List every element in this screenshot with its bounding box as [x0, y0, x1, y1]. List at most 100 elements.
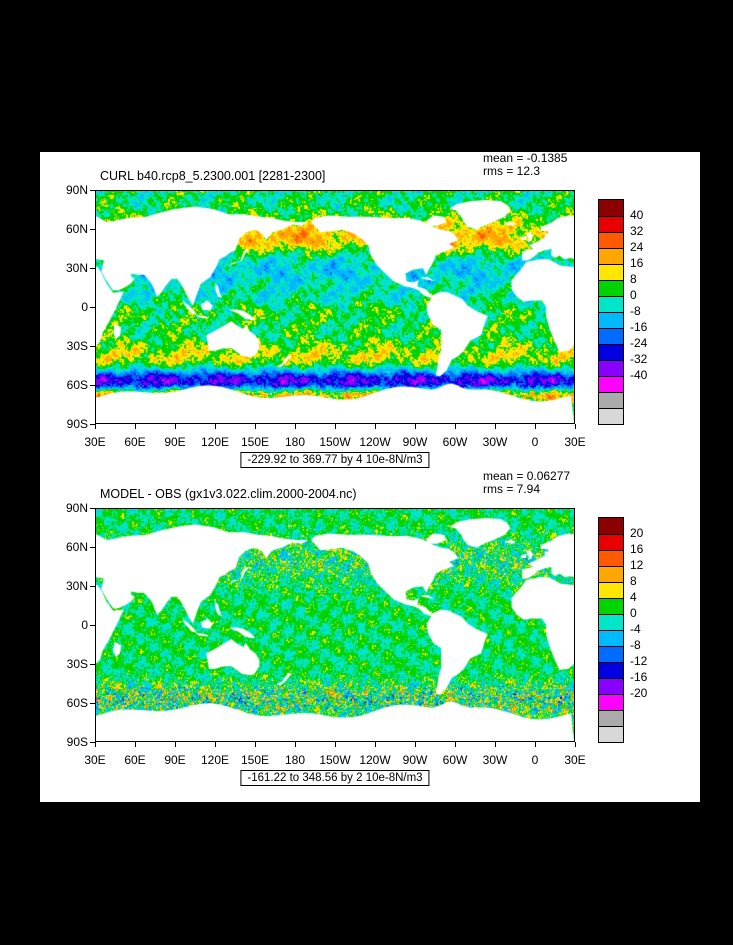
colorbar-tick-label: 8: [630, 574, 637, 588]
colorbar-tick-label: 24: [630, 240, 644, 254]
colorbar-tick-label: -16: [630, 320, 648, 334]
lon-tick-label: 150W: [319, 753, 351, 767]
lat-tick-label: 30N: [65, 579, 88, 593]
lon-tick-label: 120E: [200, 753, 230, 767]
colorbar-tick-label: -24: [630, 336, 648, 350]
colorbar-cell: [599, 248, 623, 264]
lat-tick-label: 60N: [65, 540, 88, 554]
lon-tick-label: 60W: [442, 753, 468, 767]
colorbar-tick-label: 12: [630, 558, 644, 572]
colorbar-cell: [599, 582, 623, 598]
stats-block: mean = -0.1385 rms = 12.3: [483, 152, 567, 178]
map-canvas: [96, 509, 574, 741]
colorbar-cell: [599, 598, 623, 614]
lon-tick: [375, 424, 376, 429]
lon-tick: [95, 742, 96, 747]
colorbar-cell: [599, 200, 623, 216]
lon-tick: [295, 742, 296, 747]
colorbar-cell: [599, 710, 623, 726]
lon-tick: [375, 742, 376, 747]
lon-tick: [415, 742, 416, 747]
lon-tick-label: 120W: [359, 435, 391, 449]
colorbar-tick-label: 20: [630, 526, 644, 540]
lon-tick: [575, 742, 576, 747]
lon-tick: [335, 742, 336, 747]
lon-tick-label: 30W: [482, 753, 508, 767]
lat-tick-label: 0: [81, 618, 88, 632]
rms-value: rms = 7.94: [483, 482, 541, 496]
colorbar-cell: [599, 344, 623, 360]
colorbar-cell: [599, 518, 623, 534]
colorbar-cell: [599, 360, 623, 376]
lon-tick-label: 60E: [124, 753, 146, 767]
colorbar-tick-label: -32: [630, 352, 648, 366]
lon-tick: [135, 742, 136, 747]
lon-tick-label: 150E: [240, 435, 270, 449]
colorbar-cell: [599, 662, 623, 678]
colorbar-cell: [599, 376, 623, 392]
plot-area: mean = -0.1385 rms = 12.3 CURL b40.rcp8_…: [40, 152, 700, 802]
lon-tick-label: 150E: [240, 753, 270, 767]
lon-tick: [335, 424, 336, 429]
lat-tick: [90, 424, 95, 425]
lat-tick-label: 60S: [66, 696, 88, 710]
lat-tick: [90, 742, 95, 743]
lat-tick-label: 30S: [66, 339, 88, 353]
lon-tick-label: 60E: [124, 435, 146, 449]
colorbar-cell: [599, 614, 623, 630]
colorbar-cell: [599, 280, 623, 296]
lon-tick: [495, 742, 496, 747]
lon-tick-label: 120E: [200, 435, 230, 449]
lon-tick-label: 30E: [84, 753, 106, 767]
colorbar-cell: [599, 726, 623, 742]
lat-tick-label: 30N: [65, 261, 88, 275]
lon-tick: [535, 424, 536, 429]
lon-tick-label: 120W: [359, 753, 391, 767]
colorbar-tick-label: 40: [630, 208, 644, 222]
colorbar-cell: [599, 646, 623, 662]
lat-tick-label: 90N: [65, 183, 88, 197]
map-frame: [95, 190, 575, 424]
lon-tick-label: 90W: [402, 435, 428, 449]
colorbar-tick-label: -8: [630, 304, 641, 318]
lon-tick-label: 0: [531, 435, 539, 449]
lon-tick-label: 150W: [319, 435, 351, 449]
colorbar-cell: [599, 566, 623, 582]
lon-tick-label: 180: [284, 435, 306, 449]
colorbar-tick-label: -16: [630, 670, 648, 684]
colorbar-tick-label: 0: [630, 288, 637, 302]
lon-tick-label: 90E: [164, 753, 186, 767]
lat-tick-label: 90S: [66, 735, 88, 749]
panel-model-minus-obs: mean = 0.06277 rms = 7.94 MODEL - OBS (g…: [40, 470, 700, 788]
colorbar-tick-label: 16: [630, 256, 644, 270]
lon-tick-label: 60W: [442, 435, 468, 449]
colorbar-cell: [599, 694, 623, 710]
lon-tick: [215, 424, 216, 429]
map-canvas: [96, 191, 574, 423]
lon-tick-label: 30W: [482, 435, 508, 449]
colorbar-tick-label: 32: [630, 224, 644, 238]
lon-tick-label: 90E: [164, 435, 186, 449]
colorbar: [598, 517, 624, 743]
colorbar-cell: [599, 408, 623, 424]
colorbar-cell: [599, 216, 623, 232]
lon-tick: [255, 424, 256, 429]
lon-tick: [575, 424, 576, 429]
lat-tick-label: 30S: [66, 657, 88, 671]
colorbar-tick-label: 8: [630, 272, 637, 286]
lat-tick-label: 90N: [65, 501, 88, 515]
colorbar-cell: [599, 264, 623, 280]
lon-tick: [255, 742, 256, 747]
colorbar-tick-label: -40: [630, 368, 648, 382]
contour-range-caption: -161.22 to 348.56 by 2 10e-8N/m3: [240, 770, 430, 786]
lon-tick-label: 180: [284, 753, 306, 767]
colorbar-tick-label: -20: [630, 686, 648, 700]
contour-range-caption: -229.92 to 369.77 by 4 10e-8N/m3: [240, 452, 430, 468]
lon-tick: [455, 742, 456, 747]
lon-tick-label: 90W: [402, 753, 428, 767]
lon-tick: [175, 742, 176, 747]
lon-tick: [495, 424, 496, 429]
mean-value: mean = -0.1385: [483, 151, 568, 165]
colorbar-cell: [599, 232, 623, 248]
colorbar-cell: [599, 296, 623, 312]
